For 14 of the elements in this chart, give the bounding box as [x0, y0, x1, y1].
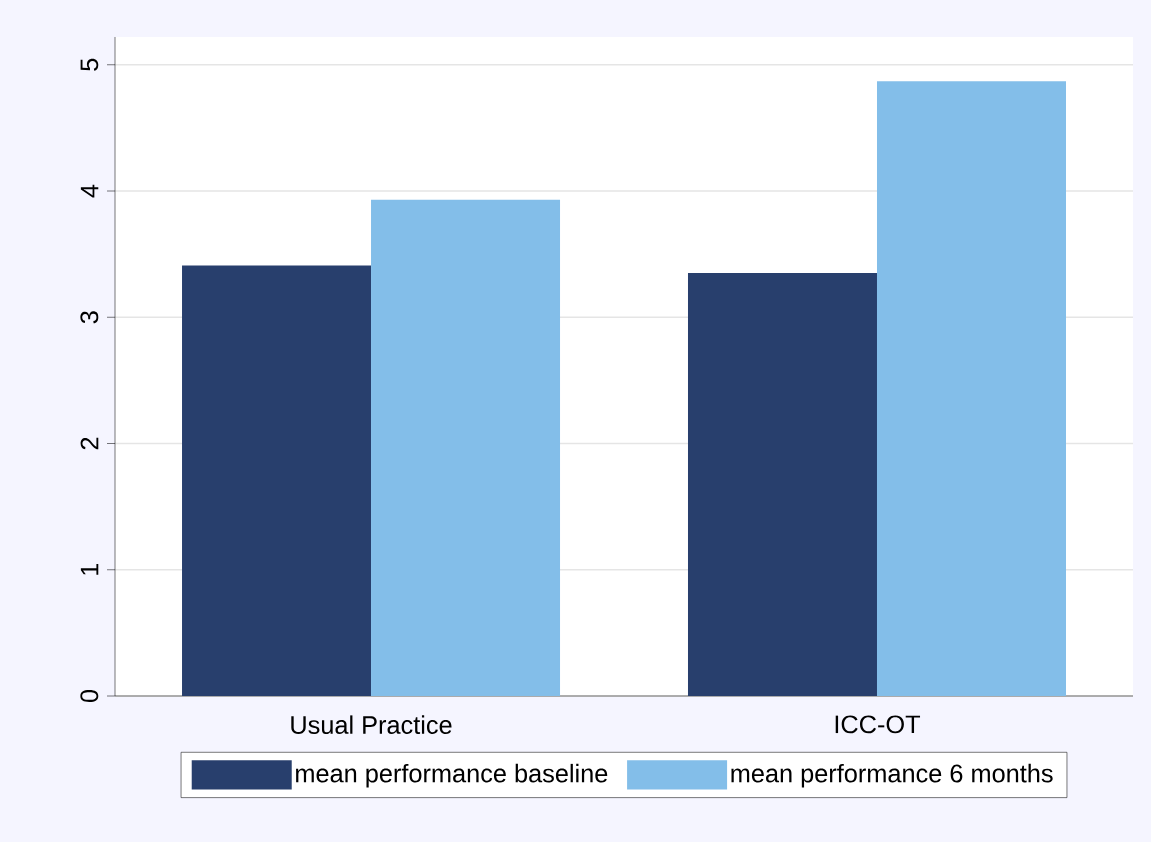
- bar: [371, 199, 561, 696]
- legend-label: mean performance baseline: [296, 763, 608, 788]
- y-tick-label: 0: [80, 689, 99, 703]
- legend-label: mean performance 6 months: [731, 763, 1053, 788]
- x-tick-label: Usual Practice: [291, 715, 452, 734]
- y-tick-label: 4: [80, 184, 99, 198]
- y-tick-label: 1: [80, 563, 99, 575]
- bar: [182, 265, 372, 696]
- y-tick-label: 2: [80, 437, 99, 450]
- bar: [876, 81, 1066, 696]
- y-tick-label: 3: [80, 311, 99, 324]
- bar: [687, 273, 877, 696]
- y-tick-label: 5: [80, 58, 99, 71]
- x-tick-label: ICC-OT: [835, 715, 921, 734]
